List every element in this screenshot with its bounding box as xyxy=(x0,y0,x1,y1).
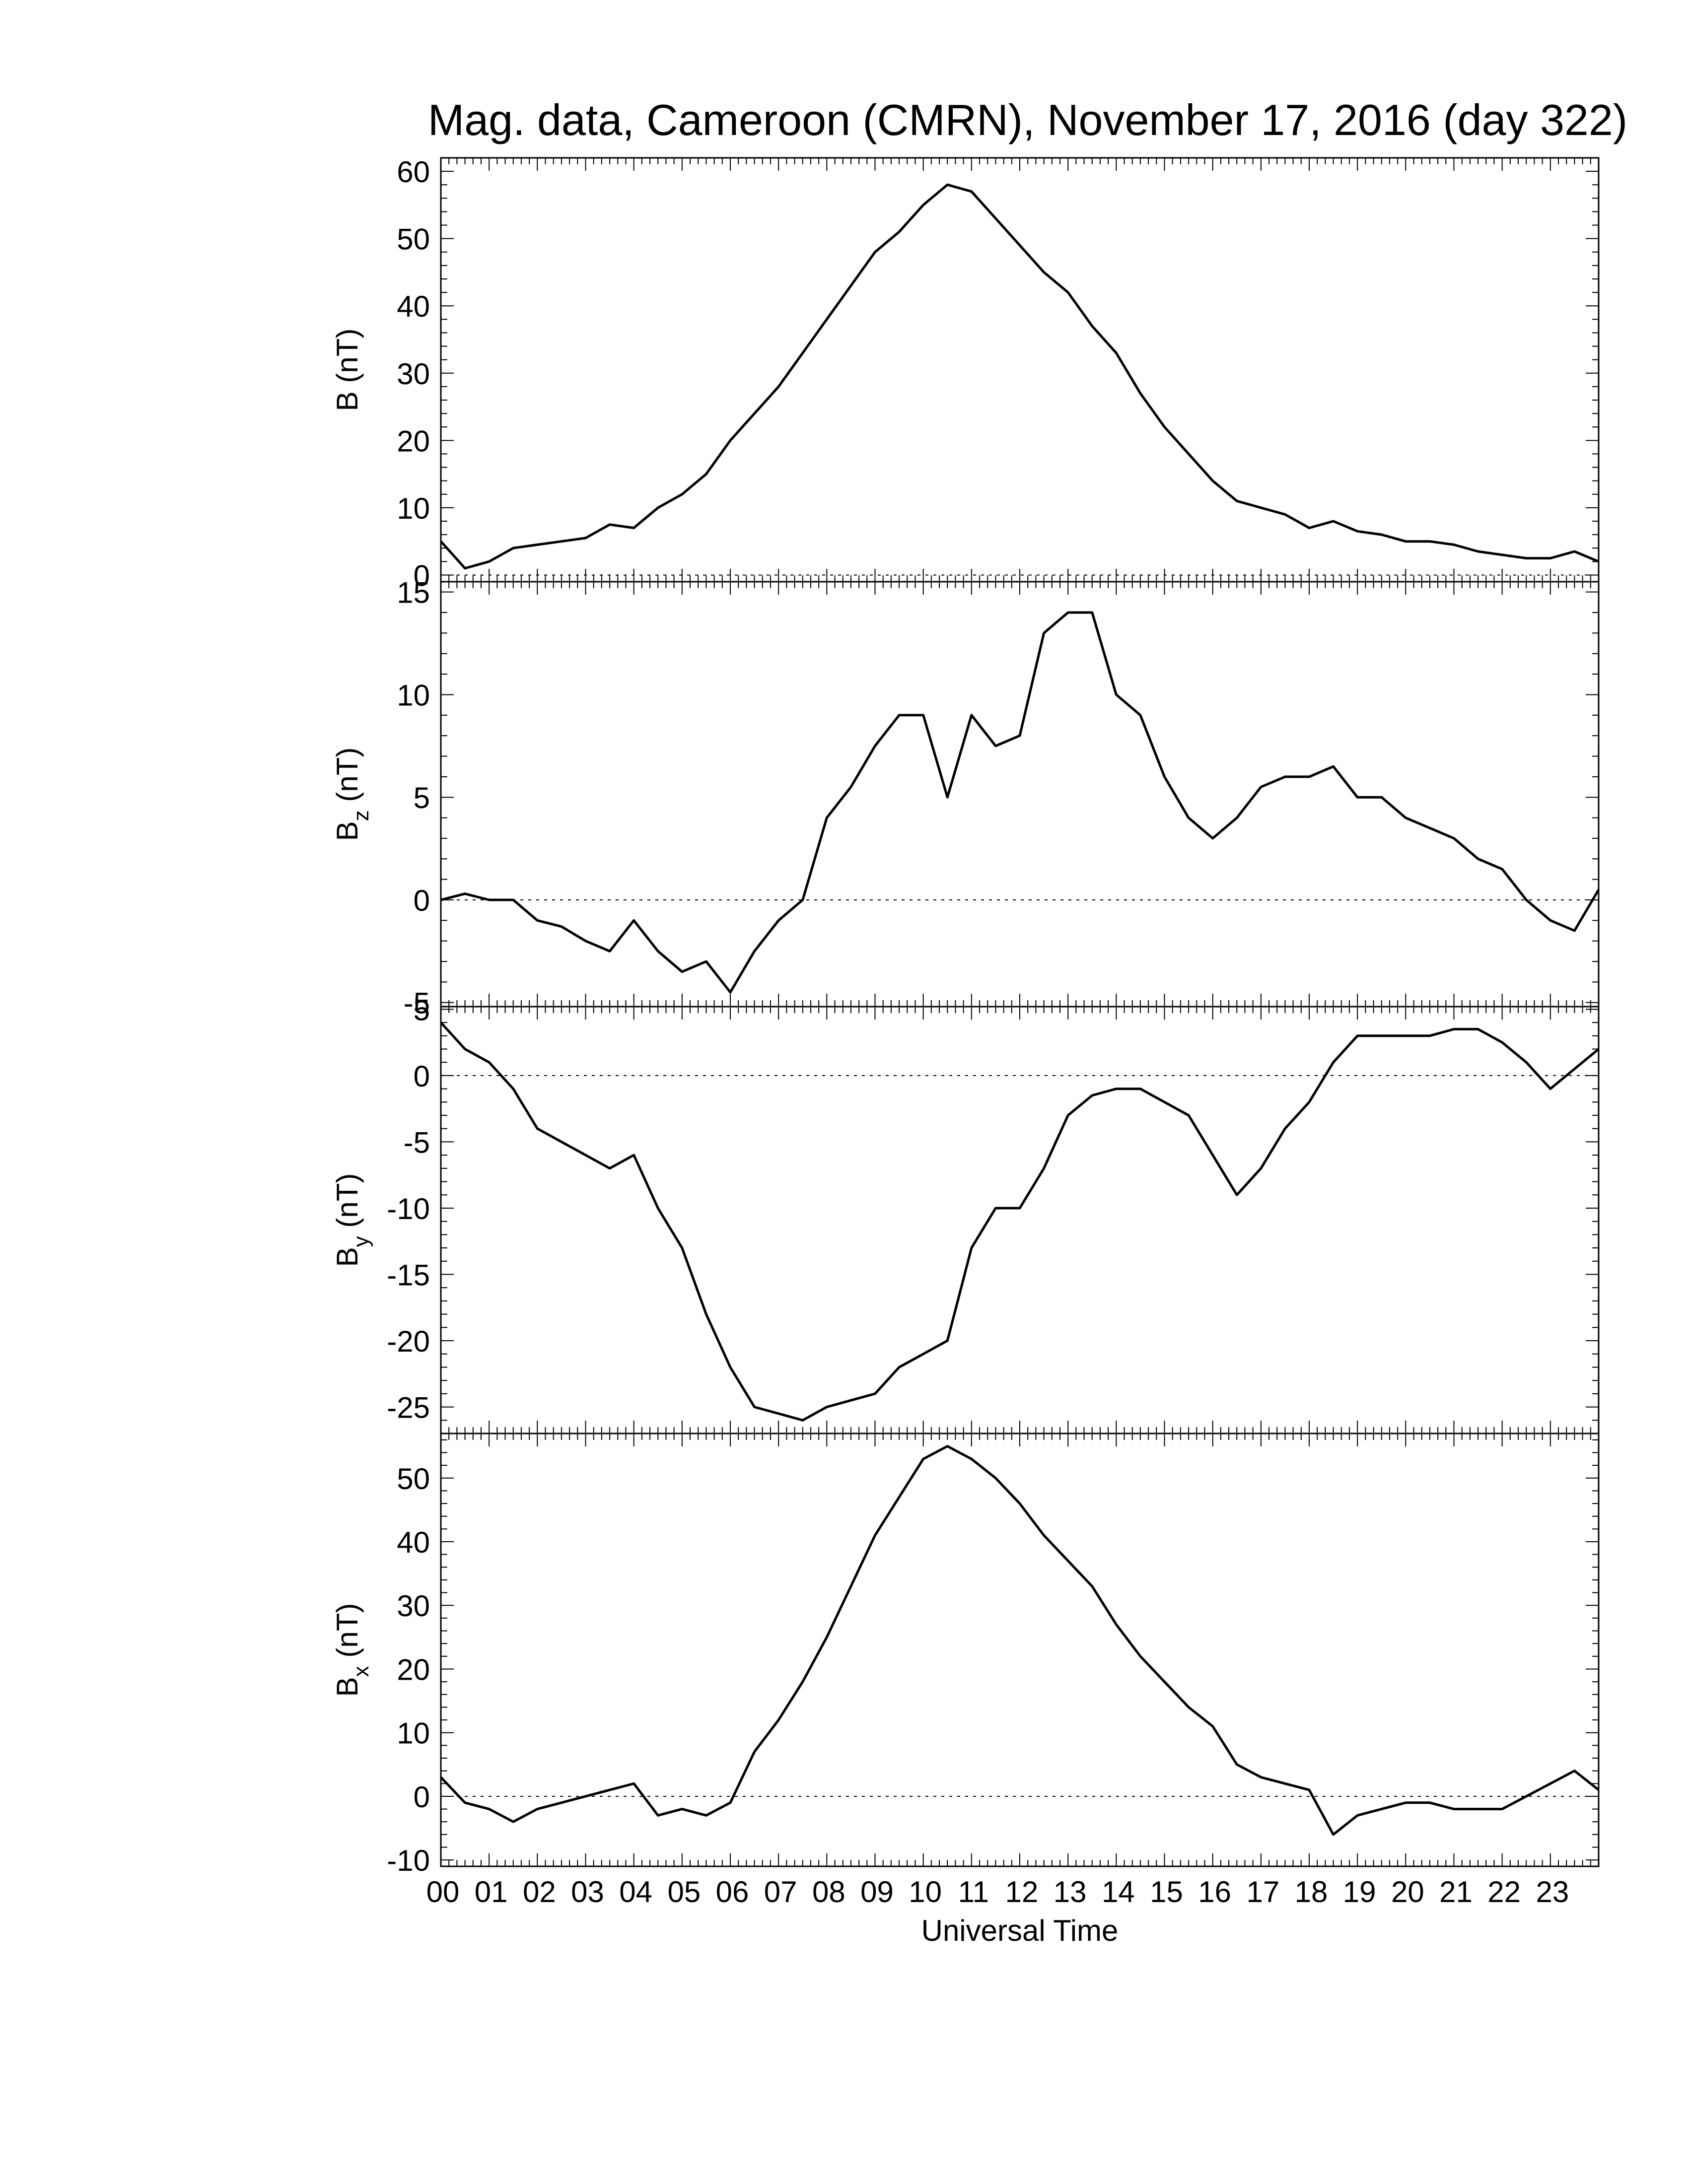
x-tick-label: 17 xyxy=(1246,1875,1279,1909)
x-tick-label: 02 xyxy=(523,1875,556,1909)
panel-1: 0 10 20 30 40 50 60 B (nT) xyxy=(331,155,1600,592)
y-tick-label: 50 xyxy=(397,1462,430,1496)
y-tick-label: 20 xyxy=(397,424,430,458)
panel-frame xyxy=(440,581,1600,1008)
y-tick-label: 60 xyxy=(397,155,430,189)
y-tick-label: 20 xyxy=(397,1653,430,1686)
x-tick-label: 10 xyxy=(909,1875,942,1909)
y-tick-label: 30 xyxy=(397,1589,430,1623)
x-tick-label: 04 xyxy=(619,1875,652,1909)
y-axis-label: Bx (nT) xyxy=(331,1603,373,1697)
y-axis-label: By (nT) xyxy=(331,1173,373,1267)
x-tick-label: 01 xyxy=(475,1875,508,1909)
y-axis-label: Bz (nT) xyxy=(331,748,373,841)
series-line xyxy=(440,1445,1600,1836)
y-tick-label: 0 xyxy=(414,884,430,917)
x-tick-label: 13 xyxy=(1054,1875,1087,1909)
x-tick-label: 22 xyxy=(1487,1875,1521,1909)
x-tick-label: 21 xyxy=(1439,1875,1473,1909)
x-tick-label: 15 xyxy=(1150,1875,1183,1909)
x-tick-label: 07 xyxy=(764,1875,797,1909)
x-tick-label: 23 xyxy=(1536,1875,1569,1909)
x-tick-label: 05 xyxy=(667,1875,701,1909)
x-tick-label: 18 xyxy=(1295,1875,1328,1909)
x-tick-label: 03 xyxy=(571,1875,604,1909)
y-tick-label: 5 xyxy=(414,993,430,1026)
y-tick-label: 15 xyxy=(397,576,430,610)
panel-frame xyxy=(440,1006,1600,1434)
x-tick-label: 20 xyxy=(1391,1875,1424,1909)
y-tick-label: 40 xyxy=(397,290,430,323)
x-tick-label: 09 xyxy=(860,1875,894,1909)
x-tick-label: 00 xyxy=(426,1875,460,1909)
y-tick-label: 40 xyxy=(397,1526,430,1559)
x-tick-label: 08 xyxy=(812,1875,845,1909)
y-tick-label: -25 xyxy=(387,1391,430,1425)
y-tick-label: 50 xyxy=(397,223,430,256)
panel-4: -10 0 10 20 30 40 50 Bx (nT) xyxy=(331,1433,1600,1877)
panel-2: -5 0 5 10 15 Bz (nT) xyxy=(331,576,1600,1020)
y-tick-label: -5 xyxy=(404,987,430,1020)
x-tick-label: 12 xyxy=(1005,1875,1039,1909)
y-tick-label: 0 xyxy=(414,1060,430,1093)
x-tick-label: 06 xyxy=(716,1875,749,1909)
y-tick-label: 10 xyxy=(397,1717,430,1750)
y-tick-label: 5 xyxy=(414,781,430,815)
y-tick-label: 30 xyxy=(397,357,430,391)
x-axis-label: Universal Time xyxy=(921,1914,1119,1947)
x-tick-label: 11 xyxy=(958,1875,989,1909)
series-line xyxy=(440,183,1599,570)
x-tick-labels: 00 01 02 03 04 05 06 07 08 09 10 11 12 13 14 15 16 17 18 19… xyxy=(426,1875,1569,1909)
y-axis-label: B (nT) xyxy=(331,329,364,411)
series-line xyxy=(440,1022,1600,1422)
y-tick-label: 0 xyxy=(414,1780,430,1814)
panel-3: -25 -20 -15 -10 -5 0 5 By (nT) xyxy=(331,993,1600,1434)
x-tick-label: 16 xyxy=(1198,1875,1231,1909)
x-tick-label: 19 xyxy=(1343,1875,1376,1909)
y-tick-label: -10 xyxy=(387,1192,430,1226)
panel-frame xyxy=(440,157,1600,583)
y-tick-label: 10 xyxy=(397,679,430,712)
x-tick-label: 14 xyxy=(1102,1875,1135,1909)
y-tick-label: -10 xyxy=(387,1844,430,1877)
panel-frame xyxy=(440,1433,1600,1867)
series-line xyxy=(440,611,1600,994)
y-tick-label: -20 xyxy=(387,1325,430,1358)
y-tick-label: -15 xyxy=(387,1259,430,1292)
chart-title: Mag. data, Cameroon (CMRN), November 17,… xyxy=(428,95,1627,144)
y-tick-label: 10 xyxy=(397,492,430,525)
y-tick-label: -5 xyxy=(404,1126,430,1159)
y-tick-label: 0 xyxy=(414,559,430,592)
